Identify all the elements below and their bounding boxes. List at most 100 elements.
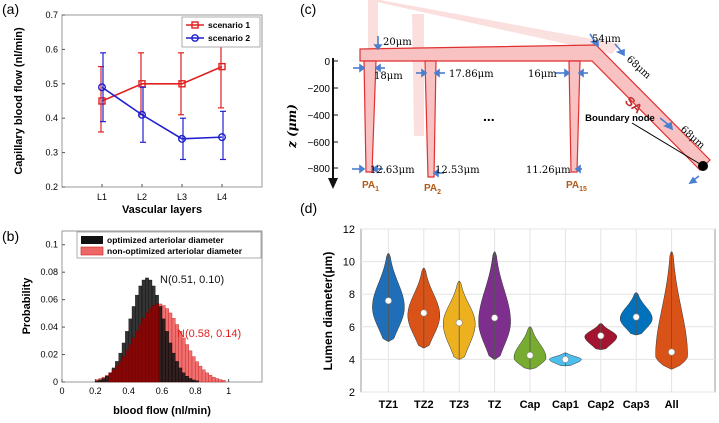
legend-swatch-non-optimized xyxy=(80,246,104,256)
surface-arteriole xyxy=(359,44,711,171)
histogram-bar-non-optimized xyxy=(188,350,193,383)
panel-a-xlabel: Vascular layers xyxy=(122,204,202,216)
panel-d: (d) Lumen diameter(μm) 2 4 6 8 10 12 TZ1 TZ2 TZ… xyxy=(300,200,716,411)
legend-marker-scenario-1 xyxy=(191,21,199,29)
histogram-bar-non-optimized xyxy=(195,361,199,383)
panel-d-ylabel: Lumen diameter(μm) xyxy=(321,252,335,371)
dim-pa2-top: 17.86μm xyxy=(449,69,494,80)
violin-median-tz1 xyxy=(384,297,392,305)
z-axis-arrow xyxy=(328,178,338,189)
violin-median-tz xyxy=(491,314,499,322)
legend-swatch-optimized xyxy=(81,236,103,244)
histogram-bar-non-optimized xyxy=(201,369,206,383)
panel-d-label: (d) xyxy=(300,200,317,216)
data-point-scenario-1 xyxy=(178,80,186,88)
data-point-scenario-1 xyxy=(98,97,106,105)
d-ytick-label: 12 xyxy=(343,224,355,236)
annotation-optimized: N(0.51, 0.10) xyxy=(160,274,224,286)
b-xtick-label: 0.4 xyxy=(122,386,135,396)
panel-b: (b) Probability blood flow (nl/min) 0 0.0… xyxy=(2,228,263,417)
histogram-bar-optimized xyxy=(101,378,106,383)
histogram-bar-overlap xyxy=(141,318,146,383)
a-ytick-label: 0.6 xyxy=(45,44,58,54)
histogram-bar-optimized xyxy=(185,376,189,383)
histogram-bar-overlap xyxy=(131,337,136,383)
legend-optimized: optimized arteriolar diameter xyxy=(107,235,224,245)
panel-c-label: (c) xyxy=(300,1,316,17)
histogram-bar-overlap xyxy=(128,344,133,383)
histogram-bar-non-optimized xyxy=(218,379,223,383)
penetrating-arteriole-1 xyxy=(363,60,377,173)
z-tick-label: −200 xyxy=(307,84,330,95)
histogram-bar-overlap xyxy=(135,331,139,383)
penetrating-arteriole-15 xyxy=(568,60,581,173)
violin-median-all xyxy=(668,348,676,356)
histogram-bar-non-optimized xyxy=(205,372,209,383)
violin-median-cap xyxy=(526,351,534,359)
histogram-bar-overlap xyxy=(155,303,159,383)
d-xtick-label: TZ1 xyxy=(379,399,399,411)
panel-a-axes-box xyxy=(61,14,263,188)
histogram-bar-optimized xyxy=(191,379,196,383)
histogram-bar-overlap xyxy=(115,365,119,383)
b-ytick-label: 0 xyxy=(53,377,58,387)
b-ytick-label: 0.06 xyxy=(40,295,58,305)
d-ytick-label: 8 xyxy=(349,289,355,301)
histogram-bar-overlap xyxy=(118,361,123,383)
dim-pa1-bottom: 12.63μm xyxy=(370,165,415,176)
panel-c: (c) z (μm) 0 −200 −400 −600 −800 Boundary no… xyxy=(285,0,711,196)
b-xtick-label: 0 xyxy=(59,386,64,396)
histogram-bar-optimized xyxy=(105,376,109,383)
a-xtick-label: L2 xyxy=(137,192,147,202)
a-ytick-label: 0.7 xyxy=(45,10,58,20)
legend-scenario-1: scenario 1 xyxy=(208,20,250,30)
dim-sa-width: 20μm xyxy=(383,37,412,48)
d-xtick-label: Cap3 xyxy=(623,399,650,411)
histogram-bar-non-optimized xyxy=(198,365,203,383)
violin-median-tz3 xyxy=(455,319,463,327)
dim-sa-bend: 54μm xyxy=(592,34,621,45)
histogram-bar-non-optimized xyxy=(221,380,226,383)
panel-b-label: (b) xyxy=(2,228,19,244)
histogram-bar-optimized xyxy=(188,378,193,383)
d-xtick-label: TZ2 xyxy=(414,399,434,411)
histogram-bar-optimized xyxy=(165,331,169,383)
histogram-bar-optimized xyxy=(178,367,183,383)
b-xtick-label: 0.2 xyxy=(89,386,102,396)
series-line-1 xyxy=(101,65,223,102)
a-ytick-label: 0.4 xyxy=(45,113,58,123)
panel-a-label: (a) xyxy=(2,1,19,17)
a-xtick-label: L1 xyxy=(97,192,107,202)
z-tick-label: −600 xyxy=(307,138,330,149)
data-point-scenario-2 xyxy=(217,133,226,142)
histogram-bar-non-optimized xyxy=(191,356,196,383)
histogram-bar-overlap xyxy=(151,305,156,383)
histogram-bar-optimized xyxy=(95,380,99,383)
boundary-node xyxy=(698,161,708,171)
histogram-bar-overlap xyxy=(121,356,126,383)
histogram-bar-non-optimized xyxy=(211,376,216,383)
b-ytick-label: 0.04 xyxy=(40,322,58,332)
dim-pa15-top: 16μm xyxy=(528,69,557,80)
panel-a-legend: scenario 1 scenario 2 xyxy=(181,16,261,48)
d-xtick-label: Cap xyxy=(520,399,541,411)
d-xtick-label: Cap1 xyxy=(552,399,579,411)
a-ytick-label: 0.2 xyxy=(45,182,58,192)
d-xtick-label: TZ3 xyxy=(449,399,469,411)
z-axis-label: z (μm) xyxy=(285,104,299,149)
a-ytick-label: 0.3 xyxy=(45,148,58,158)
histogram-bar-optimized xyxy=(168,342,173,383)
d-xtick-label: Cap2 xyxy=(587,399,614,411)
violin-median-cap1 xyxy=(561,355,569,363)
d-ytick-label: 4 xyxy=(349,354,355,366)
boundary-node-pointer xyxy=(631,122,701,165)
b-xtick-label: 0.8 xyxy=(189,386,202,396)
z-tick-label: −400 xyxy=(307,111,330,122)
d-ytick-label: 10 xyxy=(343,257,355,269)
panel-b-ylabel: Probability xyxy=(21,277,33,335)
histogram-bar-non-optimized xyxy=(208,375,213,383)
series-line-2 xyxy=(101,86,223,140)
histogram-bar-optimized xyxy=(161,318,166,383)
b-ytick-label: 0.1 xyxy=(45,240,58,250)
